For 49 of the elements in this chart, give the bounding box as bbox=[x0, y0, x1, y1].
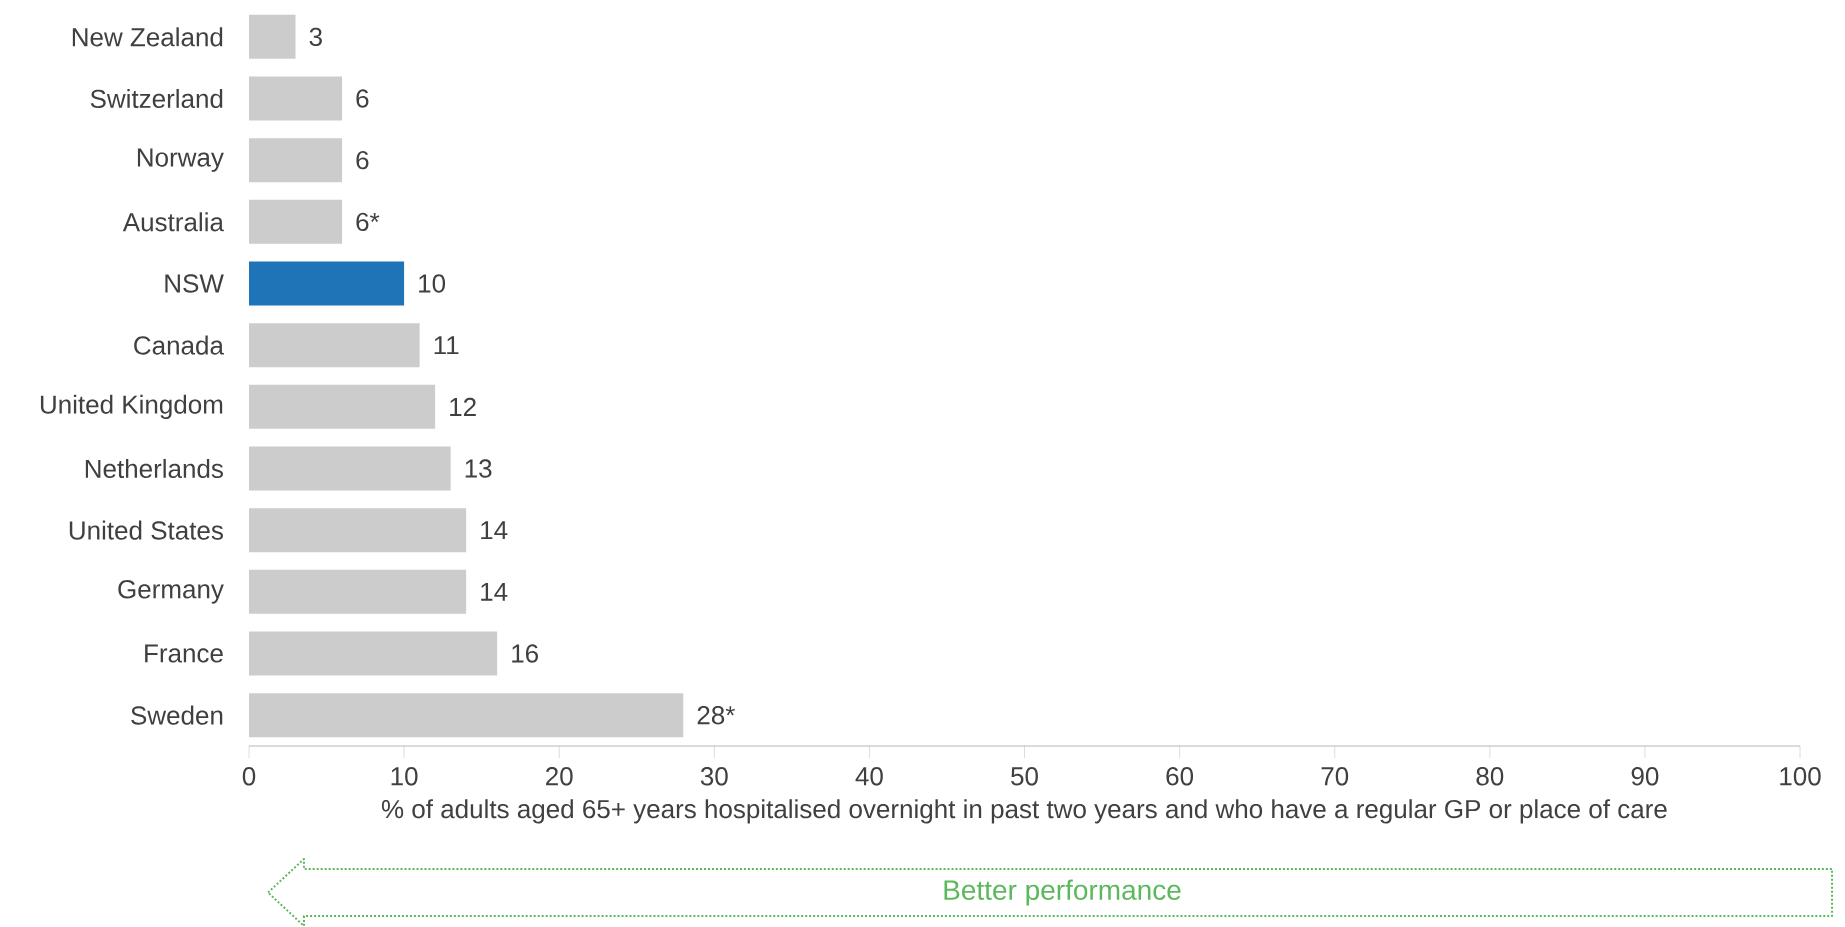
bar bbox=[249, 14, 296, 59]
bar bbox=[249, 631, 498, 676]
data-label: 16 bbox=[512, 644, 538, 663]
x-tick-label: 70 bbox=[1321, 767, 1349, 786]
text: Better performance bbox=[944, 879, 1181, 906]
y-tick-label: France bbox=[145, 644, 223, 663]
data-label: 11 bbox=[434, 336, 459, 355]
data-label: 28* bbox=[697, 705, 735, 725]
bar bbox=[249, 508, 467, 553]
bar bbox=[249, 446, 451, 491]
data-label: 14 bbox=[481, 521, 508, 540]
y-tick-label: Sweden bbox=[131, 705, 223, 725]
x-tick-label: 40 bbox=[855, 767, 883, 786]
y-tick-label: Netherlands bbox=[85, 458, 223, 479]
bar bbox=[249, 138, 343, 183]
data-label: 13 bbox=[465, 459, 492, 478]
y-tick-label: Norway bbox=[137, 148, 224, 172]
x-tick-label: 10 bbox=[391, 767, 418, 786]
y-tick-label: Canada bbox=[134, 335, 224, 355]
data-label: 12 bbox=[450, 397, 476, 416]
bar bbox=[249, 76, 343, 121]
x-tick-label: 30 bbox=[700, 767, 728, 786]
x-tick-label: 80 bbox=[1476, 767, 1504, 786]
y-tick-label: United States bbox=[69, 520, 223, 540]
data-label: 6 bbox=[356, 150, 369, 170]
bar bbox=[249, 693, 684, 738]
y-tick-label: Germany bbox=[118, 580, 224, 604]
data-label: 3 bbox=[309, 27, 322, 47]
x-axis-title: % of adults aged 65+ years hospitalised overnight in past two years and who have a regular GP or place of care bbox=[381, 799, 1667, 824]
data-label: 10 bbox=[419, 274, 446, 293]
x-tick-label: 0 bbox=[242, 767, 256, 786]
y-tick-label: Australia bbox=[122, 212, 224, 232]
bar bbox=[249, 384, 436, 429]
bar bbox=[249, 569, 467, 614]
bar bbox=[249, 199, 343, 244]
x-tick-label: 90 bbox=[1631, 767, 1659, 786]
bar bbox=[249, 323, 420, 368]
x-tick-label: 100 bbox=[1780, 767, 1821, 786]
x-tick-label: 20 bbox=[546, 767, 573, 786]
y-tick-label: New Zealand bbox=[72, 27, 223, 47]
y-tick-label: Switzerland bbox=[90, 88, 223, 109]
x-tick-label: 60 bbox=[1166, 767, 1194, 786]
data-label: 14 bbox=[481, 582, 508, 601]
x-tick-label: 50 bbox=[1011, 767, 1038, 786]
y-tick-label: United Kingdom bbox=[40, 394, 223, 419]
data-label: 6 bbox=[356, 89, 369, 108]
bar bbox=[249, 261, 405, 306]
y-tick-label: NSW bbox=[165, 274, 224, 293]
data-label: 6* bbox=[356, 212, 380, 232]
